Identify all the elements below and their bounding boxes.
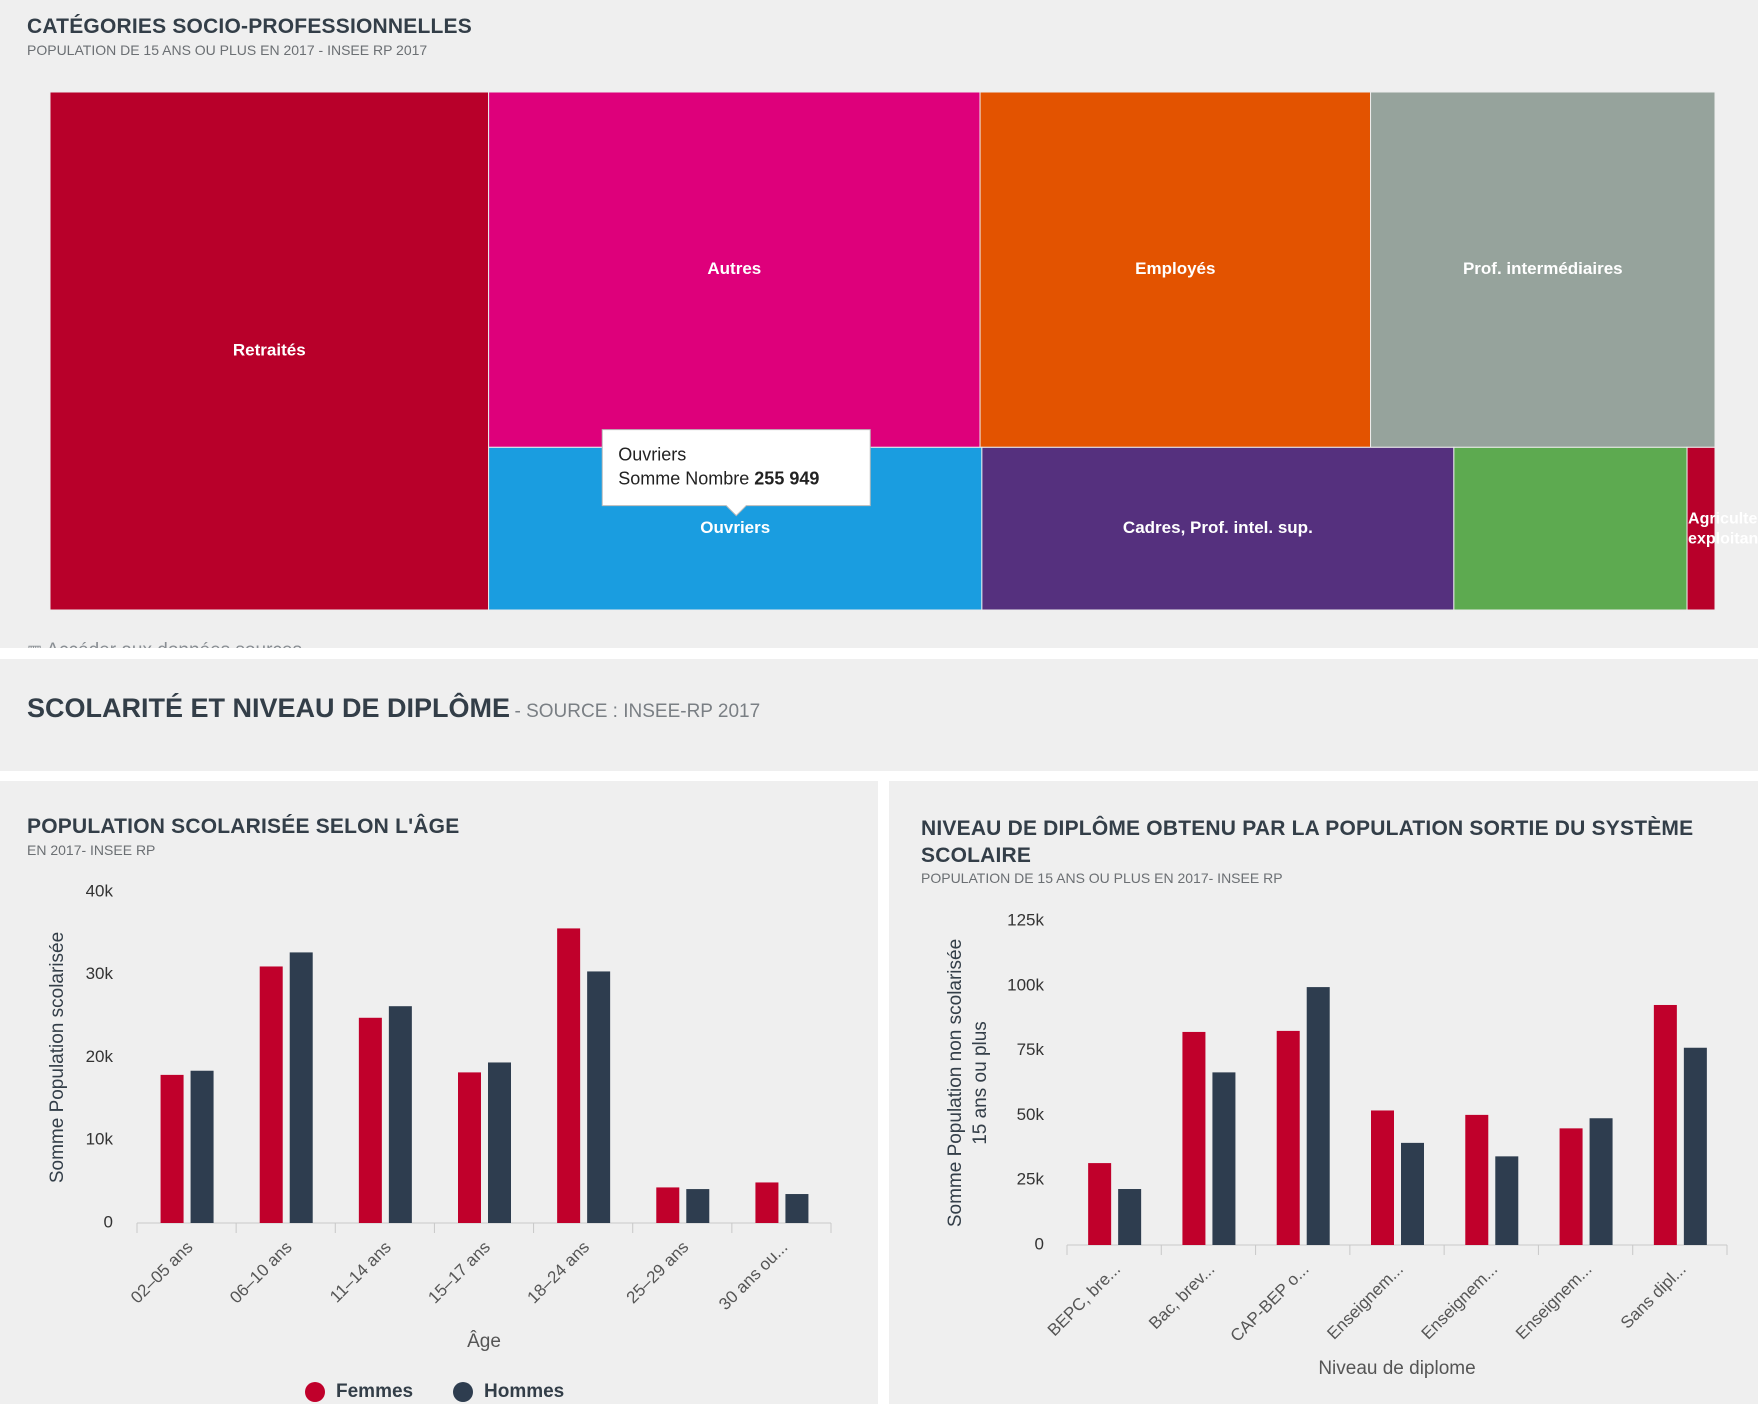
separator: [0, 771, 1758, 781]
tile-label: Prof. intermédiaires: [1463, 259, 1623, 278]
tooltip-name: Ouvriers: [618, 444, 686, 464]
bar: [458, 1072, 481, 1223]
bar: [259, 966, 283, 1223]
bar: [1306, 987, 1330, 1245]
x-tick-label: 15–17 ans: [424, 1238, 494, 1308]
tile-label: Retraités: [233, 340, 306, 359]
legend-swatch: [305, 1382, 325, 1402]
legend-swatch: [453, 1382, 473, 1402]
bar: [1559, 1128, 1583, 1245]
bar: [388, 1006, 412, 1223]
tile-label: Ouvriers: [700, 518, 770, 537]
tile: [1453, 446, 1688, 611]
x-tick-label: 30 ans ou...: [715, 1238, 791, 1314]
bar: [1653, 1004, 1677, 1245]
bar: [1118, 1189, 1142, 1245]
y-axis-label: Somme Population non scolarisée: [945, 939, 966, 1227]
y-tick-label: 0: [104, 1212, 113, 1231]
bar: [1465, 1114, 1489, 1245]
bar: [358, 1017, 382, 1223]
x-tick-label: Enseignem...: [1512, 1260, 1596, 1344]
bar: [1276, 1030, 1300, 1245]
x-tick-label: CAP-BEP o...: [1227, 1260, 1313, 1346]
bar: [289, 952, 313, 1223]
y-tick-label: 125k: [1007, 910, 1044, 929]
x-axis-label: Âge: [467, 1330, 501, 1352]
y-tick-label: 0: [1035, 1234, 1044, 1253]
bar: [190, 1070, 214, 1223]
tile-label: Employés: [1135, 259, 1215, 278]
section-heading: SCOLARITÉ ET NIVEAU DE DIPLÔME - SOURCE …: [27, 693, 760, 724]
legend-label: Hommes: [484, 1381, 564, 1402]
x-tick-label: 25–29 ans: [623, 1238, 693, 1308]
bar: [785, 1194, 809, 1223]
x-tick-label: Bac, brev...: [1145, 1260, 1218, 1333]
y-tick-label: 100k: [1007, 975, 1044, 994]
separator: [878, 781, 889, 1408]
chart-subtitle: POPULATION DE 15 ANS OU PLUS EN 2017- IN…: [921, 870, 1283, 886]
tile-label: Cadres, Prof. intel. sup.: [1123, 518, 1313, 537]
tooltip-value: Somme Nombre 255 949: [618, 468, 819, 488]
tile-label: Autres: [707, 259, 761, 278]
tile: [49, 91, 490, 611]
x-tick-label: 11–14 ans: [326, 1238, 395, 1307]
tooltip-number: 255 949: [754, 468, 819, 488]
bar: [656, 1187, 680, 1223]
chart-title: POPULATION SCOLARISÉE SELON L'ÂGE: [27, 815, 460, 838]
chart-title: NIVEAU DE DIPLÔME OBTENU PAR LA POPULATI…: [921, 817, 1694, 867]
tile: [1686, 446, 1716, 611]
x-tick-label: 06–10 ans: [226, 1238, 296, 1308]
treemap-subtitle: POPULATION DE 15 ANS OU PLUS EN 2017 - I…: [27, 42, 428, 58]
section-source: - SOURCE : INSEE-RP 2017: [514, 701, 761, 722]
bar: [587, 971, 611, 1223]
y-tick-label: 40k: [86, 881, 114, 900]
tooltip-label: Somme Nombre: [618, 468, 749, 488]
bar: [1683, 1047, 1707, 1245]
chart-subtitle: EN 2017- INSEE RP: [27, 842, 156, 858]
bar: [557, 928, 581, 1223]
y-axis-label: 15 ans ou plus: [970, 1021, 991, 1145]
bar: [488, 1062, 511, 1223]
separator: [0, 648, 1758, 659]
tile-label: Agriculteursexploitants: [1688, 511, 1758, 548]
x-tick-label: 18–24 ans: [524, 1238, 594, 1308]
bar: [1371, 1110, 1394, 1245]
bar: [1495, 1156, 1519, 1245]
y-tick-label: 20k: [86, 1047, 114, 1066]
bar: [160, 1074, 184, 1223]
separator: [0, 1404, 1758, 1408]
y-axis-label: Somme Population scolarisée: [47, 932, 68, 1183]
bar: [755, 1182, 779, 1223]
tile: [1370, 91, 1716, 448]
x-tick-label: 02–05 ans: [127, 1238, 197, 1308]
bar: [1088, 1163, 1112, 1245]
tile: [979, 91, 1372, 448]
y-tick-label: 30k: [86, 964, 114, 983]
treemap-title: CATÉGORIES SOCIO-PROFESSIONNELLES: [27, 15, 472, 38]
x-tick-label: Enseignem...: [1418, 1260, 1502, 1344]
bar: [1212, 1072, 1236, 1245]
bar: [1182, 1031, 1206, 1245]
tooltip-box: [601, 429, 871, 517]
tile: [981, 446, 1455, 611]
x-tick-label: BEPC, bre...: [1044, 1260, 1124, 1340]
x-axis-label: Niveau de diplome: [1318, 1358, 1475, 1379]
y-tick-label: 75k: [1017, 1040, 1045, 1059]
x-tick-label: Enseignem...: [1323, 1260, 1407, 1344]
y-tick-label: 50k: [1017, 1105, 1045, 1124]
bar: [686, 1189, 710, 1223]
section-title: SCOLARITÉ ET NIVEAU DE DIPLÔME: [27, 693, 511, 723]
tile: [488, 91, 981, 448]
x-tick-label: Sans dipl...: [1617, 1260, 1690, 1333]
legend-label: Femmes: [336, 1381, 413, 1402]
y-tick-label: 10k: [86, 1130, 114, 1149]
bar: [1589, 1118, 1613, 1245]
y-tick-label: 25k: [1017, 1170, 1045, 1189]
bar: [1401, 1142, 1424, 1245]
